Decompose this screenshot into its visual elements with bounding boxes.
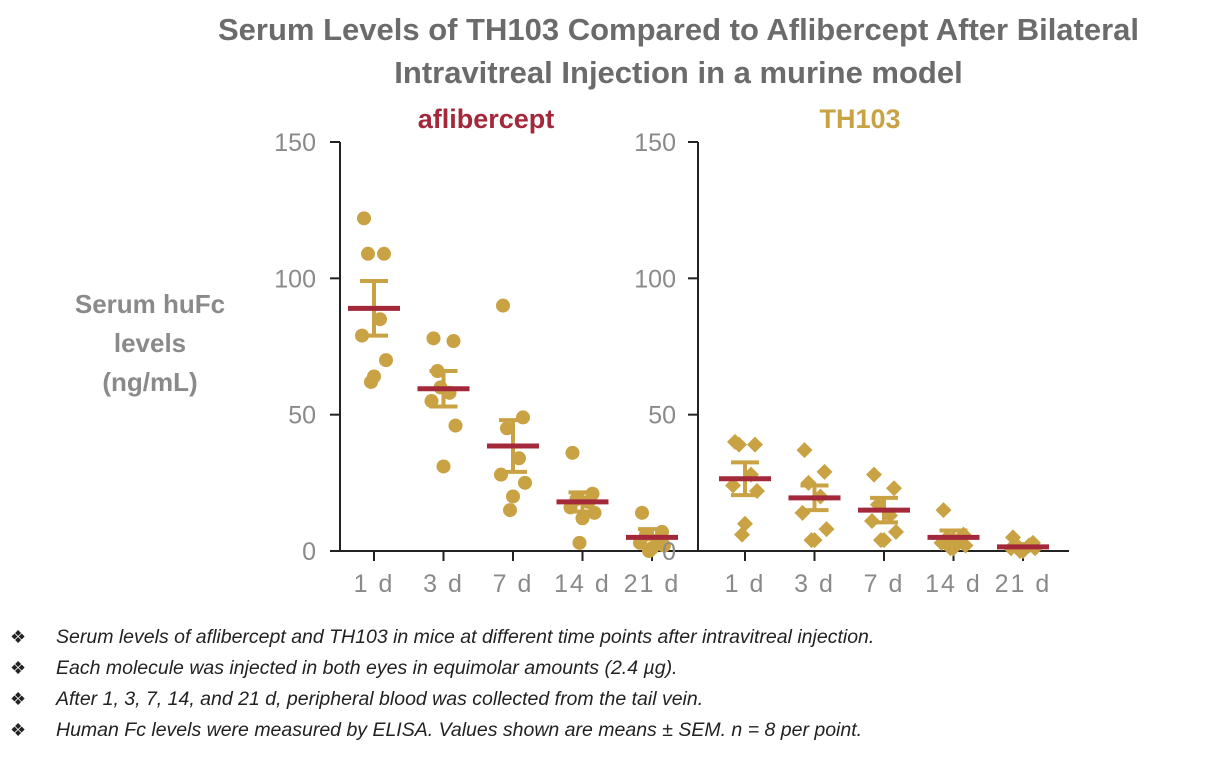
y-tick-label: 0 [302, 538, 316, 566]
data-point-circle [518, 475, 532, 490]
chart-title-line-1: Serum Levels of TH103 Compared to Aflibe… [217, 12, 1140, 47]
x-tick-label: 1 d [725, 570, 766, 598]
data-point-diamond [731, 436, 747, 453]
y-axis-label-line: Serum huFc [75, 289, 225, 319]
y-tick-label: 100 [634, 265, 676, 293]
y-axis-label-line: levels [114, 328, 186, 358]
chart-title: Serum Levels of TH103 Compared to Aflibe… [150, 8, 1207, 94]
data-point-diamond [935, 502, 952, 519]
data-point-diamond [803, 532, 820, 549]
footnote-text: Serum levels of aflibercept and TH103 in… [56, 626, 875, 648]
diamond-ornament-icon: ❖ [10, 658, 27, 678]
y-tick-label: 150 [634, 129, 676, 157]
y-tick-label: 50 [288, 402, 316, 430]
y-tick-label: 100 [274, 265, 316, 293]
data-point-diamond [816, 463, 833, 480]
chart-area: Serum huFc levels (ng/mL) aflibercept 0 50 100… [75, 104, 1069, 598]
y-tick-label: 0 [662, 538, 676, 566]
data-point-circle [565, 445, 580, 460]
data-point-circle [436, 459, 451, 474]
footnote-text: After 1, 3, 7, 14, and 21 d, peripheral … [56, 688, 704, 710]
data-point-circle [373, 312, 387, 327]
data-point-diamond [886, 480, 902, 497]
diamond-ornament-icon: ❖ [10, 720, 27, 740]
data-point-circle [494, 467, 508, 482]
panel-title-th103: TH103 [819, 104, 900, 134]
footnote-item: ❖ Serum levels of aflibercept and TH103 i… [10, 622, 874, 653]
data-point-circle [446, 334, 461, 349]
x-tick-label: 3 d [794, 570, 835, 598]
data-point-circle [448, 418, 463, 433]
x-tick-label: 3 d [423, 570, 464, 598]
footnote-text: Each molecule was injected in both eyes … [56, 657, 678, 679]
footnote-item: ❖ Each molecule was injected in both eyes… [10, 653, 874, 684]
x-tick-label: 7 d [493, 570, 534, 598]
data-point-circle [496, 298, 510, 313]
y-axis-label-line: (ng/mL) [102, 367, 197, 397]
footnote-item: ❖ Human Fc levels were measured by ELISA.… [10, 715, 874, 746]
data-point-circle [575, 511, 590, 526]
x-tick-label: 21 d [624, 570, 681, 598]
data-point-circle [506, 489, 520, 504]
data-point-diamond [796, 442, 813, 459]
data-point-diamond [794, 504, 811, 521]
x-tick-label: 21 d [995, 570, 1052, 598]
footnotes-list: ❖ Serum levels of aflibercept and TH103 i… [10, 622, 874, 746]
x-tick-label: 14 d [925, 570, 982, 598]
y-tick-label: 50 [648, 402, 676, 430]
data-point-circle [500, 421, 514, 436]
data-point-circle [426, 331, 441, 346]
data-point-circle [635, 505, 649, 520]
diamond-ornament-icon: ❖ [10, 689, 27, 709]
data-point-circle [379, 353, 393, 368]
data-point-diamond [747, 436, 763, 453]
data-point-circle [503, 503, 517, 518]
chart-title-line-2: Intravitreal Injection in a murine model [394, 55, 963, 90]
data-point-diamond [873, 532, 889, 549]
diamond-ornament-icon: ❖ [10, 627, 27, 647]
panel-title-aflibercept: aflibercept [418, 104, 555, 134]
data-point-diamond [888, 523, 904, 540]
x-tick-label: 1 d [354, 570, 395, 598]
data-point-diamond [725, 477, 741, 494]
data-point-diamond [734, 526, 750, 543]
data-point-circle [572, 535, 587, 550]
x-tick-label: 7 d [864, 570, 905, 598]
data-point-circle [377, 246, 391, 261]
footnote-item: ❖ After 1, 3, 7, 14, and 21 d, peripheral… [10, 684, 874, 715]
y-tick-label: 150 [274, 129, 316, 157]
data-point-circle [357, 211, 371, 226]
footnote-text: Human Fc levels were measured by ELISA. … [56, 719, 863, 741]
data-point-diamond [866, 466, 882, 483]
data-point-diamond [818, 521, 835, 538]
x-tick-label: 14 d [554, 570, 611, 598]
data-point-circle [364, 374, 378, 389]
data-point-circle [516, 410, 530, 425]
data-point-circle [361, 246, 375, 261]
data-point-circle [512, 451, 526, 466]
